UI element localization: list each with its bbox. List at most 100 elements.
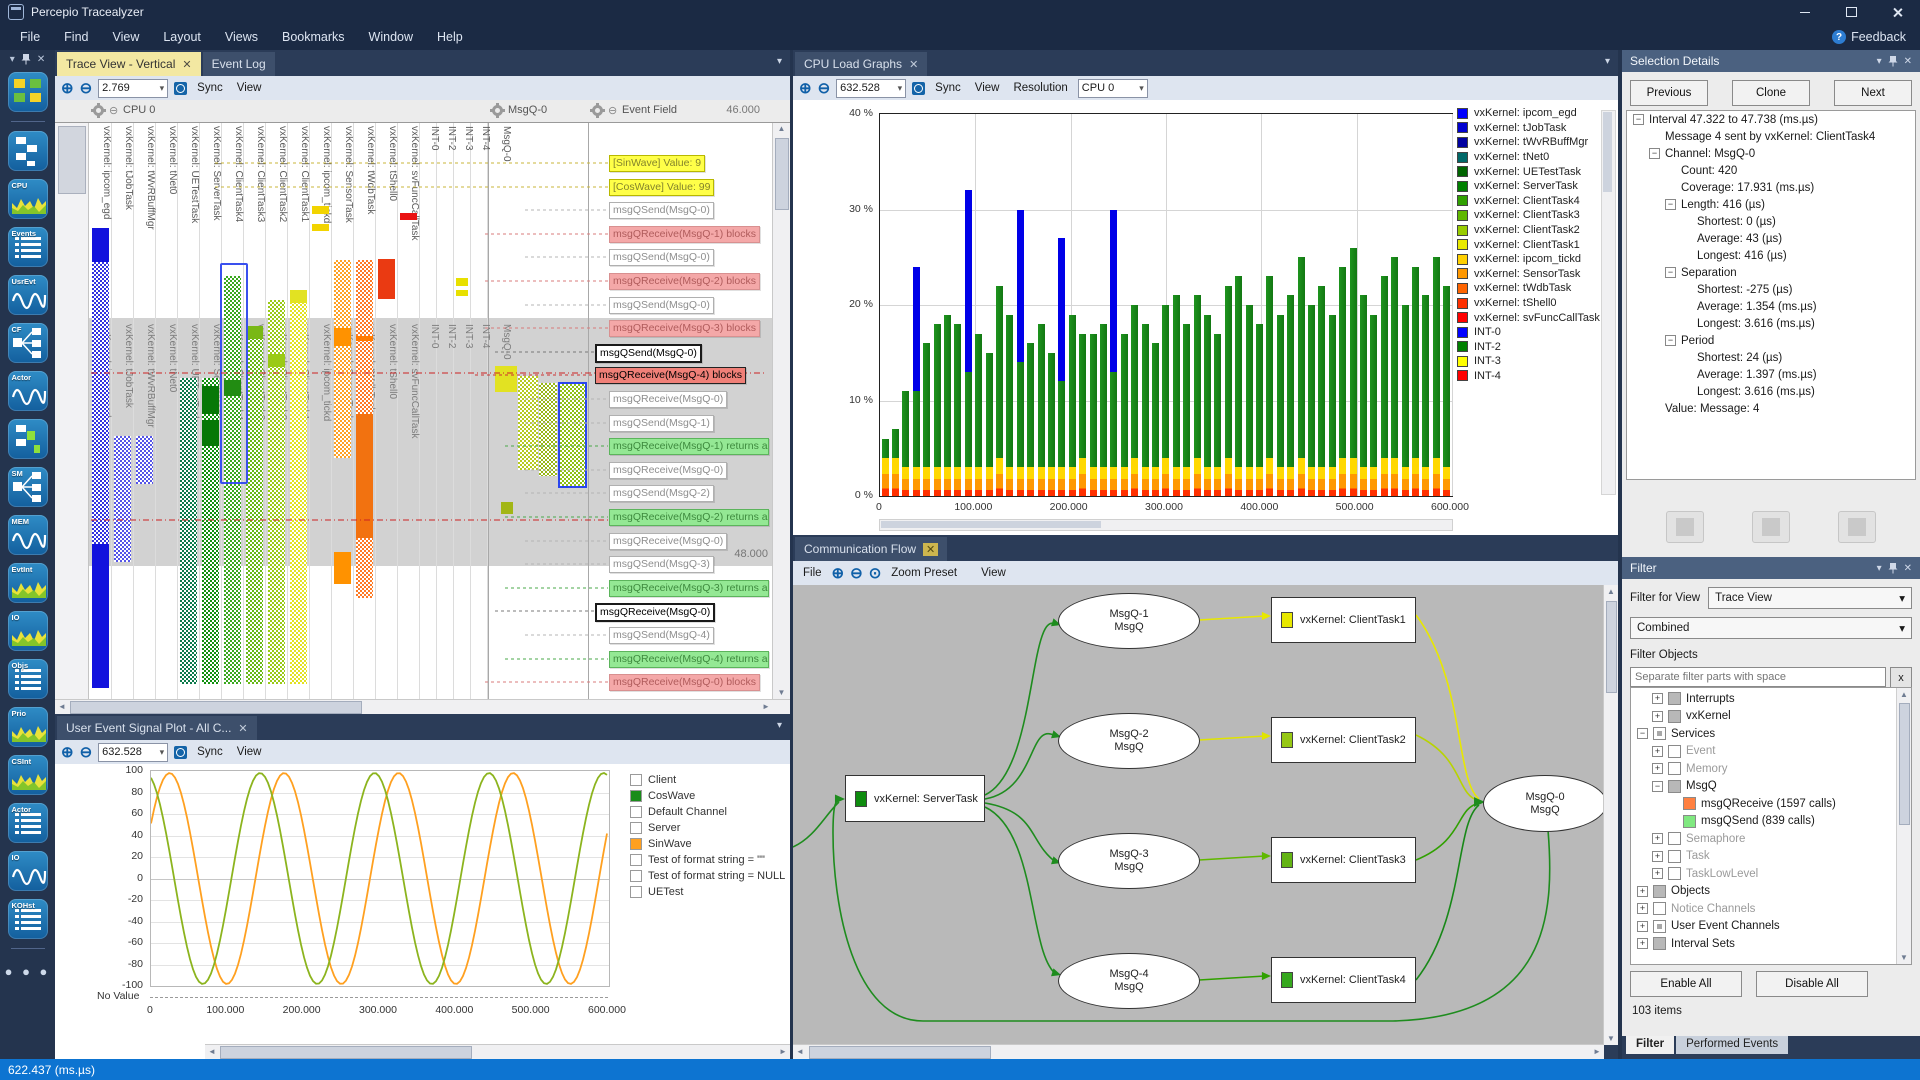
trace-column[interactable] (266, 122, 288, 700)
node-msgq-1[interactable]: MsgQ-1 MsgQ (1058, 593, 1200, 649)
tree-expander[interactable]: + (1652, 710, 1663, 722)
node-msgq-3[interactable]: MsgQ-3 MsgQ (1058, 833, 1200, 889)
filter-tree-item[interactable]: + Interval Sets (1633, 935, 1895, 953)
resolution-button[interactable]: Resolution (1013, 82, 1068, 94)
filter-checkbox[interactable] (1653, 919, 1666, 933)
view-icon-objs[interactable]: Objs (7, 659, 48, 699)
signal-legend-item[interactable]: SinWave (630, 836, 785, 852)
signal-legend-item[interactable]: Client (630, 772, 785, 788)
menu-item-find[interactable]: Find (64, 30, 89, 44)
filter-tree-item[interactable]: + Task (1633, 848, 1895, 866)
trace-column[interactable] (398, 122, 420, 700)
selection-tree-item[interactable]: Count: 420 (1627, 162, 1915, 179)
trace-int-column[interactable] (471, 122, 488, 700)
gear-icon[interactable] (490, 103, 505, 118)
trace-event-bar[interactable] (334, 328, 351, 346)
filter-tree-item[interactable]: + Semaphore (1633, 830, 1895, 848)
tree-expander[interactable]: + (1652, 833, 1663, 845)
close-tab-icon[interactable]: ✕ (909, 58, 919, 71)
event-label[interactable]: msgQReceive(MsgQ-1) blocks (609, 226, 760, 243)
zoom-level-combo[interactable]: 2.769 ▾ (98, 78, 169, 98)
close-pane-icon[interactable]: ✕ (36, 53, 46, 65)
signal-legend-item[interactable]: Test of format string = NULL (630, 868, 785, 884)
filter-tree-item[interactable]: + TaskLowLevel (1633, 865, 1895, 883)
selection-tree-item[interactable]: Shortest: -275 (µs) (1627, 281, 1915, 298)
msgq-event-block[interactable] (518, 376, 538, 470)
signal-legend-item[interactable]: Server (630, 820, 785, 836)
collapse-icon[interactable]: ⊖ (608, 105, 618, 117)
trace-event-bar[interactable] (378, 259, 395, 299)
filter-tree-item[interactable]: + vxKernel (1633, 708, 1895, 726)
minimize-button[interactable] (1782, 0, 1828, 24)
event-label[interactable]: msgQReceive(MsgQ-0) (595, 603, 716, 622)
cpu-horizontal-scrollbar[interactable] (879, 519, 1453, 531)
filter-tree-item[interactable]: msgQReceive (1597 calls) (1633, 795, 1895, 813)
legend-checkbox[interactable] (630, 870, 642, 882)
trace-event-bar[interactable] (456, 278, 468, 286)
tab-performed-events[interactable]: Performed Events (1676, 1036, 1789, 1054)
menu-item-window[interactable]: Window (368, 30, 414, 44)
trace-column[interactable] (244, 122, 266, 700)
legend-checkbox[interactable] (630, 790, 642, 802)
selection-tree-item[interactable]: − Period (1627, 332, 1915, 349)
node-msgq-2[interactable]: MsgQ-2 MsgQ (1058, 713, 1200, 769)
tabstrip-menu-icon[interactable]: ▾ (776, 56, 782, 67)
tree-expander[interactable]: − (1652, 780, 1663, 792)
filter-tree-item[interactable]: + Event (1633, 743, 1895, 761)
maximize-button[interactable] (1828, 0, 1874, 24)
filter-checkbox[interactable] (1668, 849, 1681, 863)
selection-tree-item[interactable]: − Interval 47.322 to 47.738 (ms.µs) (1627, 111, 1915, 128)
event-label[interactable]: msgQSend(MsgQ-1) (609, 415, 714, 432)
event-label[interactable]: msgQReceive(MsgQ-0) (609, 462, 728, 479)
selection-tree-item[interactable]: Average: 43 (µs) (1627, 230, 1915, 247)
more-views-icon[interactable]: ● ● ● (4, 964, 51, 979)
trace-event-bar[interactable] (312, 206, 329, 214)
pin-icon[interactable] (1888, 562, 1898, 574)
selection-tree-item[interactable]: Longest: 416 (µs) (1627, 247, 1915, 264)
trace-column[interactable] (222, 122, 244, 700)
event-label[interactable]: msgQReceive(MsgQ-2) blocks (609, 273, 760, 290)
trace-column[interactable] (112, 122, 134, 700)
view-icon-csint[interactable]: CSInt (7, 755, 48, 795)
legend-checkbox[interactable] (630, 838, 642, 850)
view-icon-cf[interactable]: CF (7, 323, 48, 363)
view-icon-actor[interactable]: Actor (7, 371, 48, 411)
close-tab-icon[interactable]: ✕ (923, 542, 939, 556)
trace-event-bar[interactable] (92, 544, 109, 688)
collapse-expander[interactable]: − (1665, 267, 1676, 278)
trace-column[interactable] (134, 122, 156, 700)
menu-item-help[interactable]: Help (437, 30, 463, 44)
zoom-out-icon[interactable]: ⊖ (79, 743, 93, 761)
close-tab-icon[interactable]: ✕ (182, 58, 192, 71)
zoom-out-icon[interactable]: ⊖ (850, 564, 863, 582)
view-icon-prio[interactable]: Prio (7, 707, 48, 747)
sync-button[interactable]: Sync (197, 82, 223, 94)
zoom-level-combo[interactable]: 632.528 ▾ (836, 78, 907, 98)
trace-event-bar[interactable] (224, 276, 241, 684)
filter-checkbox[interactable] (1668, 692, 1681, 706)
cpu-vertical-scrollbar[interactable] (1601, 110, 1616, 495)
pane-menu-icon[interactable]: ▾ (9, 53, 15, 65)
trace-event-bar[interactable] (400, 213, 417, 220)
filter-checkbox[interactable] (1668, 867, 1681, 881)
node-clienttask1[interactable]: vxKernel: ClientTask1 (1271, 597, 1416, 643)
legend-checkbox[interactable] (630, 886, 642, 898)
collapse-expander[interactable]: − (1633, 114, 1644, 125)
tree-expander[interactable]: + (1637, 903, 1648, 915)
comm-horizontal-scrollbar[interactable]: ◄ ► (793, 1044, 1604, 1059)
view-menu-button[interactable]: View (236, 82, 262, 94)
selection-tree-item[interactable]: Longest: 3.616 (ms.µs) (1627, 315, 1915, 332)
view-icon-trace[interactable] (7, 131, 48, 171)
trace-event-bar[interactable] (114, 436, 131, 562)
menu-item-views[interactable]: Views (224, 30, 259, 44)
collapse-expander[interactable]: − (1665, 199, 1676, 210)
node-clienttask3[interactable]: vxKernel: ClientTask3 (1271, 837, 1416, 883)
tree-expander[interactable]: + (1637, 938, 1648, 950)
cpu-chart-plot[interactable] (879, 113, 1453, 497)
filter-checkbox[interactable] (1683, 814, 1696, 828)
close-pane-icon[interactable]: ✕ (1903, 562, 1912, 574)
sync-button[interactable]: Sync (935, 82, 961, 94)
tree-expander[interactable]: + (1652, 850, 1663, 862)
zoom-in-icon[interactable]: ⊕ (831, 564, 845, 582)
trace-event-bar[interactable] (268, 300, 285, 684)
